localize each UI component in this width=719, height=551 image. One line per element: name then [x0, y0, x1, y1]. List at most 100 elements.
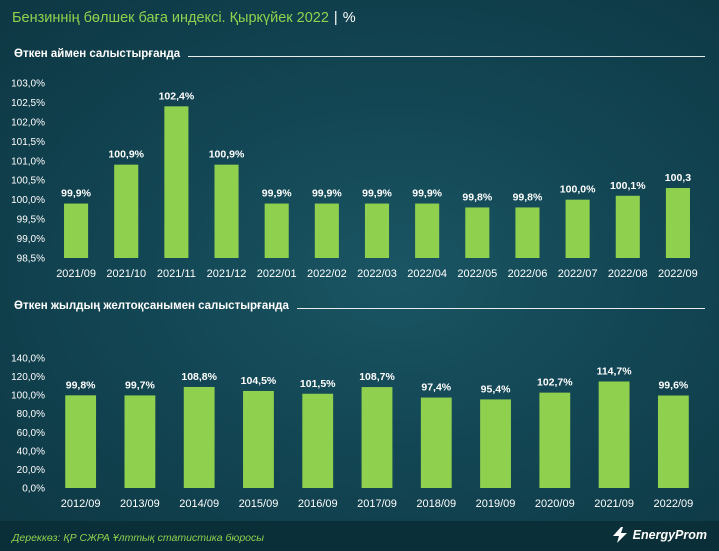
y-tick-label: 20,0%	[17, 465, 45, 476]
x-tick-label: 2022/01	[257, 268, 297, 280]
title-unit: %	[342, 10, 356, 26]
y-tick-label: 100,0%	[11, 391, 45, 402]
x-tick-label: 2021/12	[207, 268, 247, 280]
bar	[164, 106, 189, 258]
footer-band	[0, 521, 719, 551]
data-label: 104,5%	[241, 375, 277, 387]
data-label: 99,9%	[312, 188, 342, 200]
y-tick-label: 80,0%	[17, 409, 45, 420]
x-tick-label: 2022/07	[558, 268, 598, 280]
chart2-title: Өткен жылдың желтоқсанымен салыстырғанда	[14, 300, 289, 312]
y-tick-label: 40,0%	[17, 446, 45, 457]
data-label: 99,9%	[362, 188, 392, 200]
bar	[665, 188, 690, 258]
data-label: 114,7%	[597, 365, 633, 377]
brand-logo: EnergyProm	[611, 527, 707, 543]
data-label: 100,9%	[108, 149, 144, 161]
bar	[64, 203, 89, 258]
data-label: 100,9%	[209, 149, 245, 161]
y-tick-label: 60,0%	[17, 428, 45, 439]
x-tick-label: 2022/05	[457, 268, 497, 280]
bar	[480, 399, 511, 488]
bar	[657, 395, 689, 488]
bar	[183, 386, 215, 488]
bar	[615, 195, 640, 258]
data-label: 102,4%	[159, 90, 195, 102]
data-label: 101,5%	[300, 378, 336, 390]
y-tick-label: 98,5%	[17, 254, 45, 265]
data-label: 99,8%	[66, 379, 96, 391]
bar	[465, 207, 490, 258]
data-label: 99,6%	[658, 380, 688, 392]
x-tick-label: 2021/09	[594, 498, 634, 510]
y-tick-label: 100,0%	[11, 195, 45, 206]
bar	[515, 207, 540, 258]
chart1-title-rule	[188, 56, 705, 57]
bar	[420, 397, 452, 488]
x-tick-label: 2018/09	[416, 498, 456, 510]
x-tick-label: 2015/09	[239, 498, 279, 510]
x-tick-label: 2022/06	[508, 268, 548, 280]
brand-name: EnergyProm	[632, 528, 707, 542]
bar	[415, 203, 440, 258]
x-tick-label: 2022/02	[307, 268, 347, 280]
data-label: 97,4%	[421, 382, 451, 394]
bar	[361, 387, 393, 488]
data-label: 99,8%	[462, 191, 492, 203]
bar	[124, 395, 156, 488]
data-label: 99,8%	[513, 191, 543, 203]
x-tick-label: 2022/03	[357, 268, 397, 280]
chart-year-over-december: 0,0% 20,0% 40,0% 60,0% 80,0% 100,0% 120,0% 140,…	[11, 354, 693, 511]
y-tick-label: 101,5%	[11, 137, 45, 148]
x-tick-label: 2021/11	[157, 268, 196, 280]
x-tick-label: 2019/09	[476, 498, 516, 510]
bar	[264, 203, 289, 258]
data-label: 108,8%	[181, 371, 217, 383]
chart2-title-rule	[297, 308, 705, 309]
bar	[114, 164, 139, 258]
page-title: Бензиннің бөлшек баға индексі. Қыркүйек …	[12, 10, 356, 26]
x-tick-label: 2020/09	[535, 498, 575, 510]
data-label: 100,0%	[560, 184, 596, 196]
y-tick-label: 100,5%	[11, 176, 45, 187]
bar	[214, 164, 239, 258]
y-tick-label: 103,0%	[11, 79, 45, 90]
chart1-title: Өткен аймен салыстырғанда	[14, 48, 181, 60]
bar	[539, 392, 571, 488]
bar	[302, 393, 334, 488]
x-tick-label: 2017/09	[357, 498, 397, 510]
data-label: 95,4%	[481, 383, 511, 395]
title-separator: |	[333, 10, 338, 26]
data-label: 99,9%	[61, 188, 91, 200]
y-tick-label: 0,0%	[22, 484, 45, 495]
chart-month-over-month: 98,5% 99,0% 99,5% 100,0% 100,5% 101,0% 101,5% 1…	[11, 79, 698, 281]
y-tick-label: 102,5%	[11, 98, 45, 109]
x-tick-label: 2022/09	[658, 268, 698, 280]
x-tick-label: 2022/09	[653, 498, 693, 510]
y-tick-label: 102,0%	[11, 117, 45, 128]
x-tick-label: 2022/04	[407, 268, 447, 280]
data-label: 102,7%	[537, 377, 573, 389]
bar	[598, 381, 630, 488]
y-tick-label: 99,5%	[17, 215, 45, 226]
y-tick-label: 101,0%	[11, 156, 45, 167]
x-tick-label: 2012/09	[61, 498, 101, 510]
data-label: 108,7%	[359, 371, 395, 383]
data-label: 99,9%	[412, 188, 442, 200]
data-label: 100,1%	[610, 180, 646, 192]
bar	[314, 203, 339, 258]
y-tick-label: 140,0%	[11, 354, 45, 365]
data-label: 100,3	[665, 172, 691, 184]
title-text: Бензиннің бөлшек баға индексі. Қыркүйек …	[12, 10, 329, 26]
y-tick-label: 99,0%	[17, 234, 45, 245]
x-tick-label: 2016/09	[298, 498, 338, 510]
x-tick-label: 2013/09	[120, 498, 160, 510]
lightning-icon	[612, 527, 627, 543]
bar	[243, 390, 274, 488]
x-tick-label: 2021/09	[56, 268, 96, 280]
x-tick-label: 2021/10	[106, 268, 146, 280]
x-tick-label: 2022/08	[608, 268, 648, 280]
bar	[65, 395, 97, 488]
data-label: 99,9%	[262, 188, 292, 200]
